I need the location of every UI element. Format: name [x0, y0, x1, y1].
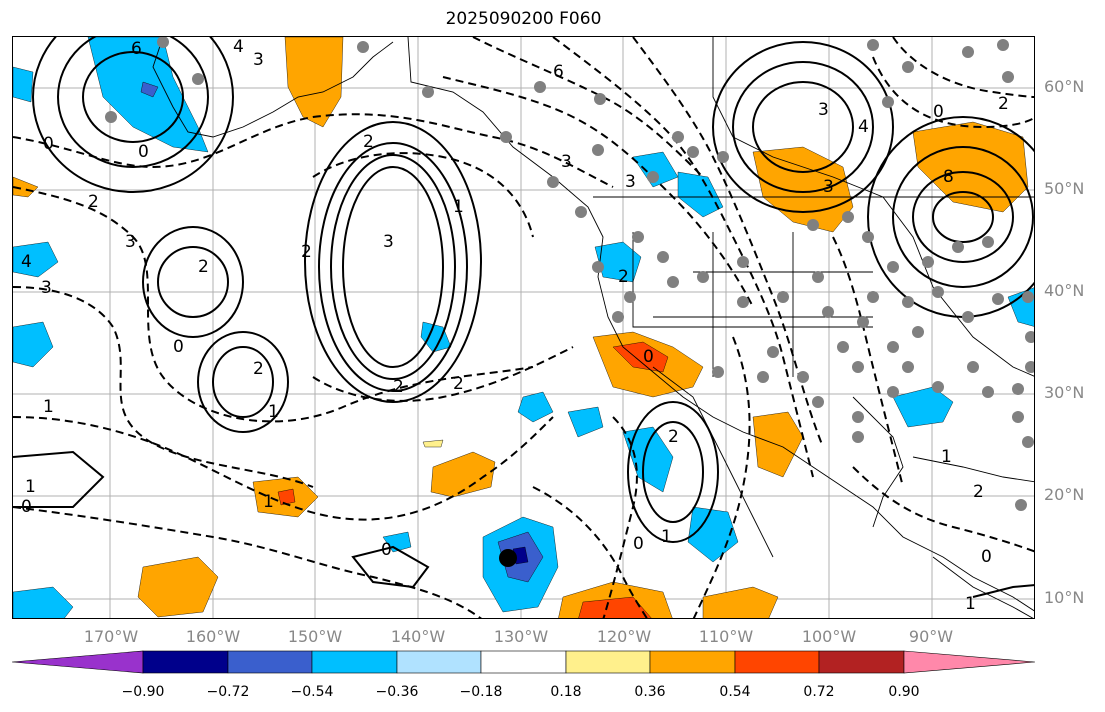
- colorbar-segment: [649, 650, 736, 674]
- contour-label: 3: [383, 232, 394, 252]
- contour-label: 2: [198, 257, 209, 277]
- contour-label: 1: [965, 594, 976, 614]
- negative-contours: [13, 37, 1034, 618]
- contour-label: 1: [263, 492, 274, 512]
- lat-label: 50°N: [1044, 179, 1085, 198]
- max-marker: [499, 549, 517, 567]
- colorbar-extend-low: [11, 650, 144, 674]
- contour-label: 3: [561, 152, 572, 172]
- lat-label: 20°N: [1044, 485, 1085, 504]
- lat-label: 40°N: [1044, 281, 1085, 300]
- contour-label: 0: [981, 547, 992, 567]
- contour-label: 0: [381, 540, 392, 560]
- lon-label: 160°W: [185, 627, 241, 646]
- contour-label: 4: [21, 252, 32, 272]
- contour-label: 1: [661, 527, 672, 547]
- contour-label: 3: [818, 100, 829, 120]
- contour-label: 0: [21, 497, 32, 517]
- colorbar-tick: −0.36: [375, 684, 419, 700]
- contour-label: 3: [41, 278, 52, 298]
- contour-label: 2: [301, 242, 312, 262]
- contour-label: 3: [253, 50, 264, 70]
- lat-label: 60°N: [1044, 77, 1085, 96]
- contour-label: 2: [88, 192, 99, 212]
- colorbar-tick: 0.36: [634, 684, 666, 700]
- anomaly-shading: [13, 37, 1034, 618]
- colorbar-tick: 0.90: [888, 684, 920, 700]
- contour-label: 0: [643, 347, 654, 367]
- lon-label: 90°W: [908, 627, 954, 646]
- contour-label: 0: [633, 534, 644, 554]
- lon-label: 140°W: [390, 627, 446, 646]
- contour-label: 6: [131, 39, 142, 59]
- contour-label: 2: [618, 267, 629, 287]
- lon-label: 170°W: [83, 627, 139, 646]
- colorbar-segment: [818, 650, 905, 674]
- positive-contours: [13, 37, 1034, 598]
- contour-label: 3: [625, 172, 636, 192]
- lat-label: 30°N: [1044, 383, 1085, 402]
- contour-label: 4: [858, 117, 869, 137]
- lon-label: 100°W: [801, 627, 857, 646]
- contour-label: 0: [173, 337, 184, 357]
- coastlines: [152, 37, 1034, 618]
- contour-label: 1: [43, 397, 54, 417]
- lon-label: 150°W: [287, 627, 343, 646]
- contour-labels: 6 3 4 0 0 2 3 3 1 2 4 2 2 3 1 0 2 1 2 2 …: [21, 37, 1009, 614]
- colorbar-segment: [565, 650, 651, 674]
- contour-label: 2: [393, 377, 404, 397]
- colorbar-tick: 0.72: [803, 684, 835, 700]
- contour-label: 0: [933, 102, 944, 122]
- contour-label: 2: [668, 427, 679, 447]
- contour-label: 2: [998, 94, 1009, 114]
- colorbar-tick: 0.54: [719, 684, 751, 700]
- contour-label: 1: [941, 447, 952, 467]
- colorbar-tick: −0.90: [121, 684, 165, 700]
- contour-label: 0: [43, 134, 54, 154]
- contour-label: 4: [233, 37, 244, 57]
- lon-label: 130°W: [493, 627, 549, 646]
- contour-label: 2: [253, 359, 264, 379]
- map-panel: 6 3 4 0 0 2 3 3 1 2 4 2 2 3 1 0 2 1 2 2 …: [12, 36, 1035, 619]
- colorbar-tick: −0.54: [290, 684, 334, 700]
- map-title: 2025090200 F060: [445, 9, 602, 29]
- contour-label: 8: [943, 167, 954, 187]
- colorbar-segment: [480, 650, 567, 674]
- contour-label: 0: [138, 142, 149, 162]
- contour-label: 1: [25, 477, 36, 497]
- colorbar: [11, 650, 1036, 674]
- colorbar-tick: 0.18: [550, 684, 582, 700]
- colorbar-segment: [396, 650, 482, 674]
- lat-label: 10°N: [1044, 588, 1085, 607]
- colorbar-tick: −0.72: [206, 684, 250, 700]
- contour-label: 2: [363, 132, 374, 152]
- contour-label: 3: [125, 232, 136, 252]
- contour-label: 2: [973, 482, 984, 502]
- lon-label: 110°W: [698, 627, 754, 646]
- significance-dots: [105, 37, 1034, 511]
- contour-label: 3: [823, 177, 834, 197]
- contour-label: 1: [453, 197, 464, 217]
- lon-label: 120°W: [596, 627, 652, 646]
- colorbar-segment: [227, 650, 313, 674]
- contour-label: 2: [453, 374, 464, 394]
- colorbar-tick: −0.18: [459, 684, 503, 700]
- colorbar-segment: [311, 650, 398, 674]
- colorbar-extend-high: [903, 650, 1036, 674]
- colorbar-segment: [734, 650, 820, 674]
- contour-label: 6: [553, 62, 564, 82]
- colorbar-segment: [142, 650, 229, 674]
- forecast-map: 6 3 4 0 0 2 3 3 1 2 4 2 2 3 1 0 2 1 2 2 …: [13, 37, 1034, 618]
- contour-label: 1: [268, 402, 279, 422]
